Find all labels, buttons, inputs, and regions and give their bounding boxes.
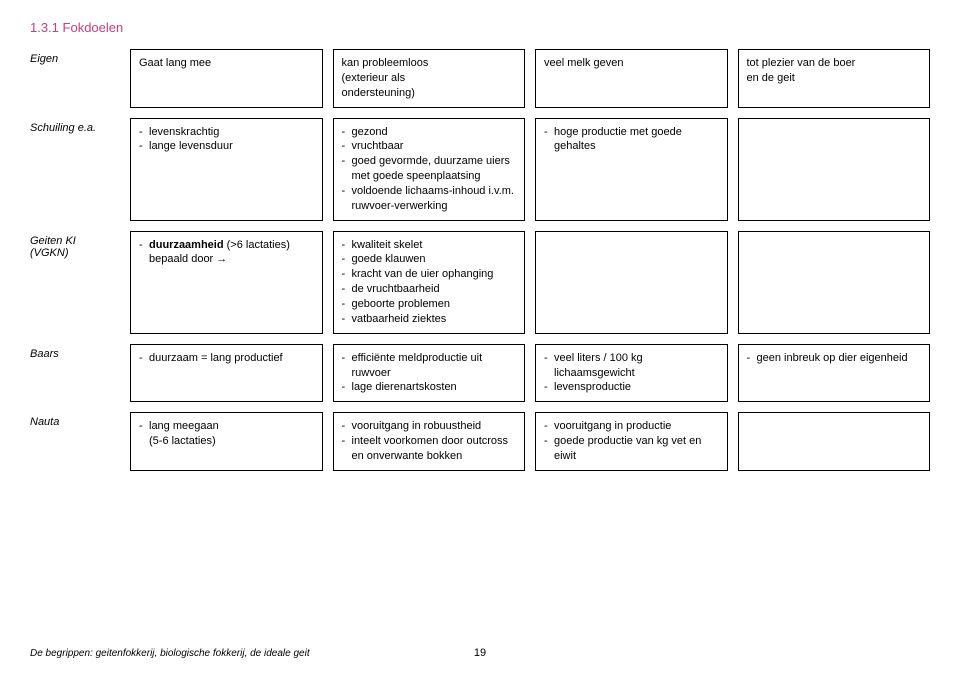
baars-c4: veel liters / 100 kg lichaamsgewicht lev… [535,344,728,403]
section-heading: 1.3.1 Fokdoelen [30,20,930,35]
schuiling-c5 [738,118,931,221]
row-baars: Baars duurzaam = lang productief efficië… [30,344,930,403]
li: levensproductie [544,380,719,395]
li: geen inbreuk op dier eigenheid [747,351,922,366]
li: vatbaarheid ziektes [342,312,517,327]
header-col1: Eigen [30,53,58,65]
li: kracht van de uier ophanging [342,267,517,282]
geitenki-c2: duurzaamheid (>6 lactaties) bepaald door… [130,231,323,334]
bold: duurzaamheid [149,239,224,251]
header-col2: Gaat lang mee [130,49,323,108]
header-col3: kan probleemloos (exterieur als onderste… [333,49,526,108]
header-label: Eigen [30,49,120,108]
li: goede productie van kg vet en eiwit [544,434,719,464]
header-col5: tot plezier van de boer en de geit [738,49,931,108]
schuiling-c3: gezond vruchtbaar goed gevormde, duurzam… [333,118,526,221]
li: kwaliteit skelet [342,238,517,253]
nauta-c5 [738,412,931,471]
row-nauta: Nauta lang meegaan (5-6 lactaties) voorui… [30,412,930,471]
label-baars: Baars [30,344,120,403]
hc3-l3: ondersteuning) [342,87,415,99]
li: efficiënte meldproductie uit ruwvoer [342,351,517,381]
li: gezond [342,125,517,140]
li: levenskrachtig [139,125,314,140]
hc5-l1: tot plezier van de boer [747,57,856,69]
schuiling-c4: hoge productie met goede gehaltes [535,118,728,221]
li: duurzaam = lang productief [139,351,314,366]
geitenki-c3: kwaliteit skelet goede klauwen kracht va… [333,231,526,334]
li: hoge productie met goede gehaltes [544,125,719,155]
label-geitenki: Geiten KI (VGKN) [30,231,120,334]
nauta-c3: vooruitgang in robuustheid inteelt voork… [333,412,526,471]
li: geboorte problemen [342,297,517,312]
footer-text: De begrippen: geitenfokkerij, biologisch… [30,648,310,659]
row-schuiling: Schuiling e.a. levenskrachtig lange leve… [30,118,930,221]
li: goede klauwen [342,252,517,267]
li: de vruchtbaarheid [342,282,517,297]
li: vruchtbaar [342,139,517,154]
li: duurzaamheid (>6 lactaties) bepaald door… [139,238,314,268]
schuiling-c2: levenskrachtig lange levensduur [130,118,323,221]
row-geitenki: Geiten KI (VGKN) duurzaamheid (>6 lactat… [30,231,930,334]
li: vooruitgang in productie [544,419,719,434]
li: inteelt voorkomen door outcross en onver… [342,434,517,464]
li: lage dierenartskosten [342,380,517,395]
txt: lang meegaan [149,420,219,432]
baars-c2: duurzaam = lang productief [130,344,323,403]
page-number: 19 [474,647,486,659]
li: veel liters / 100 kg lichaamsgewicht [544,351,719,381]
li: lange levensduur [139,139,314,154]
nauta-c4: vooruitgang in productie goede productie… [535,412,728,471]
hc3-l1: kan probleemloos [342,57,429,69]
nauta-c2: lang meegaan (5-6 lactaties) [130,412,323,471]
baars-c3: efficiënte meldproductie uit ruwvoer lag… [333,344,526,403]
hc5-l2: en de geit [747,72,795,84]
li: voldoende lichaams-inhoud i.v.m. ruwvoer… [342,184,517,214]
header-col4: veel melk geven [535,49,728,108]
baars-c5: geen inbreuk op dier eigenheid [738,344,931,403]
hc3-l2: (exterieur als [342,72,406,84]
txt: (5-6 lactaties) [149,435,216,447]
li: goed gevormde, duurzame uiers met goede … [342,154,517,184]
li: lang meegaan (5-6 lactaties) [139,419,314,449]
gk-l1: Geiten KI [30,235,76,247]
label-schuiling: Schuiling e.a. [30,118,120,221]
li: vooruitgang in robuustheid [342,419,517,434]
label-nauta: Nauta [30,412,120,471]
geitenki-c4 [535,231,728,334]
header-row: Eigen Gaat lang mee kan probleemloos (ex… [30,49,930,108]
gk-l2: (VGKN) [30,247,69,259]
geitenki-c5 [738,231,931,334]
fokdoelen-table: Eigen Gaat lang mee kan probleemloos (ex… [30,49,930,471]
